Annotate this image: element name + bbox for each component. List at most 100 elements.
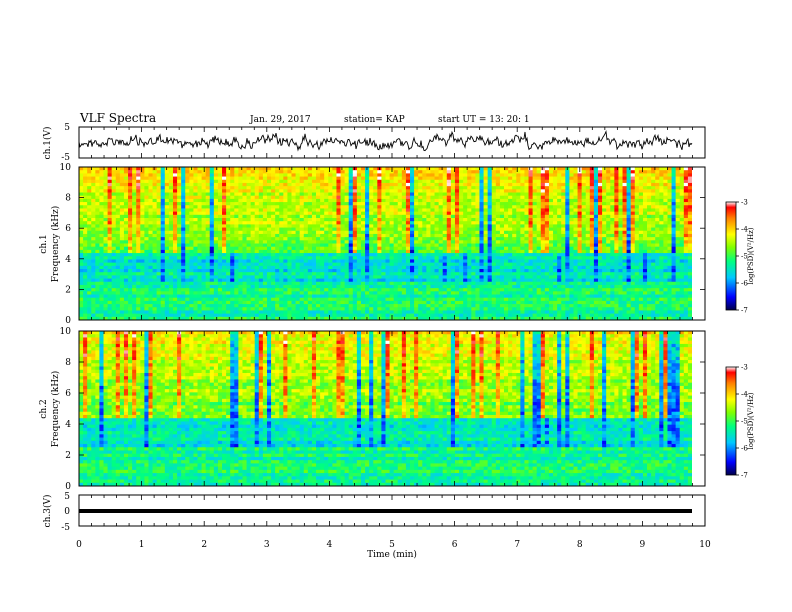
ch1-spectrogram-cell	[152, 221, 158, 225]
ch1-spectrogram-cell	[483, 316, 489, 321]
ch1-spectrogram-cell	[352, 269, 358, 273]
ch1-spectrogram-cell	[87, 304, 92, 308]
ch1-spectrogram-cell	[344, 208, 350, 213]
ch1-spectrogram-cell	[303, 243, 309, 248]
ch1-spectrogram-cell	[454, 224, 460, 228]
ch1-spectrogram-cell	[209, 291, 215, 295]
ch1-spectrogram-cell	[242, 186, 247, 190]
ch1-spectrogram-cell	[172, 202, 178, 206]
ch1-spectrogram-cell	[279, 249, 284, 254]
ch1-spectrogram-cell	[132, 249, 137, 254]
ch1-spectrogram-cell	[95, 224, 100, 228]
ch1-spectrogram-cell	[454, 202, 460, 206]
ch1-spectrogram-cell	[336, 237, 341, 241]
ch1-spectrogram-cell	[213, 179, 219, 184]
ch1-spectrogram-cell	[344, 294, 350, 299]
ch1-spectrogram-cell	[410, 246, 415, 251]
ch1-spectrogram-cell	[316, 262, 321, 267]
ch1-spectrogram-cell	[422, 233, 427, 238]
ch1-spectrogram-cell	[397, 265, 403, 270]
ch1-spectrogram-cell	[283, 202, 288, 206]
ch1-spectrogram-cell	[414, 170, 419, 174]
ch1-spectrogram-cell	[426, 179, 431, 184]
ch1-spectrogram-cell	[95, 297, 100, 302]
ch1-spectrogram-cell	[168, 284, 174, 289]
ch1-spectrogram-cell	[271, 310, 276, 315]
ch1-spectrogram-cell	[128, 310, 133, 315]
ch1-spectrogram-cell	[234, 278, 239, 283]
ch1-spectrogram-cell	[230, 202, 235, 206]
ch1-spectrogram-cell	[393, 214, 399, 219]
ch1-spectrogram-cell	[405, 291, 411, 295]
ch1-spectrogram-cell	[107, 176, 113, 181]
ch1-spectrogram-cell	[369, 167, 374, 171]
ch1-spectrogram-cell	[389, 211, 395, 216]
ch1-spectrogram-cell	[181, 189, 186, 193]
ch1-spectrogram-cell	[459, 297, 464, 302]
ch1-spectrogram-cell	[189, 300, 194, 305]
ch1-spectrogram-cell	[209, 195, 215, 200]
ch1-spectrogram-cell	[213, 291, 219, 295]
ch1-spectrogram-cell	[205, 198, 211, 203]
ch1-spectrogram-cell	[450, 272, 456, 276]
ch1-spectrogram-cell	[352, 243, 358, 248]
ch1-spectrogram-cell	[303, 182, 309, 187]
ch1-spectrogram-cell	[193, 240, 198, 244]
ch1-spectrogram-cell	[119, 294, 125, 299]
ch1-spectrogram-cell	[177, 275, 182, 279]
ch1-spectrogram-cell	[365, 192, 370, 197]
ch1-spectrogram-cell	[111, 278, 117, 283]
ch1-spectrogram-cell	[405, 259, 411, 264]
ch1-spectrogram-cell	[430, 205, 435, 209]
ch1-spectrogram-cell	[201, 300, 207, 305]
ch1-spectrogram-cell	[217, 205, 223, 209]
ch1-spectrogram-cell	[373, 182, 378, 187]
ch1-spectrogram-cell	[397, 272, 403, 276]
ch1-spectrogram-cell	[454, 167, 460, 171]
ch1-spectrogram-cell	[328, 186, 333, 190]
ch1-spectrogram-cell	[148, 304, 153, 308]
ch1-spectrogram-cell	[442, 262, 448, 267]
ch1-spectrogram-cell	[258, 275, 264, 279]
ch1-spectrogram-cell	[328, 195, 333, 200]
ch1-spectrogram-cell	[365, 211, 370, 216]
ch1-spectrogram-cell	[410, 189, 415, 193]
ch1-spectrogram-cell	[311, 253, 317, 257]
ch1-spectrogram-cell	[164, 284, 170, 289]
ch1-spectrogram-cell	[87, 221, 92, 225]
ch1-spectrogram-cell	[115, 170, 121, 174]
ch1-spectrogram-cell	[311, 304, 317, 308]
ch1-spectrogram-cell	[316, 214, 321, 219]
ch1-spectrogram-cell	[450, 294, 456, 299]
ch1-spectrogram-cell	[103, 304, 109, 308]
ch1-spectrogram-cell	[271, 307, 276, 311]
ch1-spectrogram-cell	[79, 291, 84, 295]
ch1-spectrogram-cell	[238, 249, 243, 254]
ch1-spectrogram-cell	[348, 297, 354, 302]
ch1-spectrogram-cell	[160, 316, 166, 321]
ch1-spectrogram-cell	[352, 208, 358, 213]
ch1-spectrogram-cell	[348, 246, 354, 251]
ch1-spectrogram-cell	[181, 182, 186, 187]
ch1-spectrogram-cell	[344, 214, 350, 219]
ch1-spectrogram-cell	[430, 233, 435, 238]
ch1-spectrogram-cell	[446, 214, 452, 219]
ch1-spectrogram-cell	[99, 230, 104, 235]
ch1-spectrogram-cell	[197, 253, 202, 257]
ch1-spectrogram-cell	[144, 269, 149, 273]
ch1-spectrogram-cell	[438, 259, 444, 264]
ch1-spectrogram-cell	[279, 316, 284, 321]
ch1-spectrogram-cell	[463, 237, 468, 241]
ch1-spectrogram-cell	[463, 269, 468, 273]
ch1-spectrogram-cell	[422, 208, 427, 213]
ch1-spectrogram-cell	[136, 205, 141, 209]
ch1-spectrogram-cell	[471, 221, 476, 225]
ch1-spectrogram-cell	[287, 198, 292, 203]
ch1-spectrogram-cell	[262, 182, 268, 187]
ch1-spectrogram-cell	[475, 243, 480, 248]
ch1-spectrogram-cell	[123, 227, 129, 232]
ch1-spectrogram-cell	[463, 167, 468, 171]
ch1-spectrogram-cell	[299, 256, 305, 260]
ch1-spectrogram-cell	[475, 214, 480, 219]
ch1-spectrogram-cell	[430, 176, 435, 181]
